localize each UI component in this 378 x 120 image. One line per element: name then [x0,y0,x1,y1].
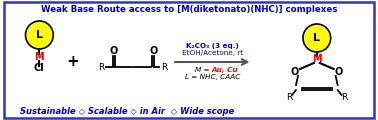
Text: O: O [110,46,118,56]
Text: Weak Base Route access to [M(diketonato)(NHC)] complexes: Weak Base Route access to [M(diketonato)… [41,4,337,14]
Text: R: R [161,63,167,72]
Text: Cl: Cl [34,63,45,73]
Text: K₂CO₃ (3 eq.): K₂CO₃ (3 eq.) [186,43,239,49]
FancyBboxPatch shape [4,2,374,118]
Text: M: M [312,54,322,64]
Text: +: + [67,54,79,69]
Text: EtOH/Acetone, rt: EtOH/Acetone, rt [182,50,243,56]
Text: R: R [286,93,292,102]
Text: M: M [34,52,44,62]
Text: R: R [98,63,104,72]
Text: Sustainable ◇ Scalable ◇ in Air  ◇ Wide scope: Sustainable ◇ Scalable ◇ in Air ◇ Wide s… [20,107,234,115]
Text: M =: M = [195,67,211,73]
Text: Au, Cu: Au, Cu [211,67,238,73]
Text: L: L [36,30,43,40]
Text: R: R [341,93,348,102]
Text: L: L [313,33,320,43]
Text: O: O [291,67,299,77]
Circle shape [25,21,53,49]
Text: O: O [335,67,343,77]
Text: L = NHC, CAAC: L = NHC, CAAC [184,74,240,80]
Text: O: O [149,46,158,56]
Circle shape [303,24,331,52]
